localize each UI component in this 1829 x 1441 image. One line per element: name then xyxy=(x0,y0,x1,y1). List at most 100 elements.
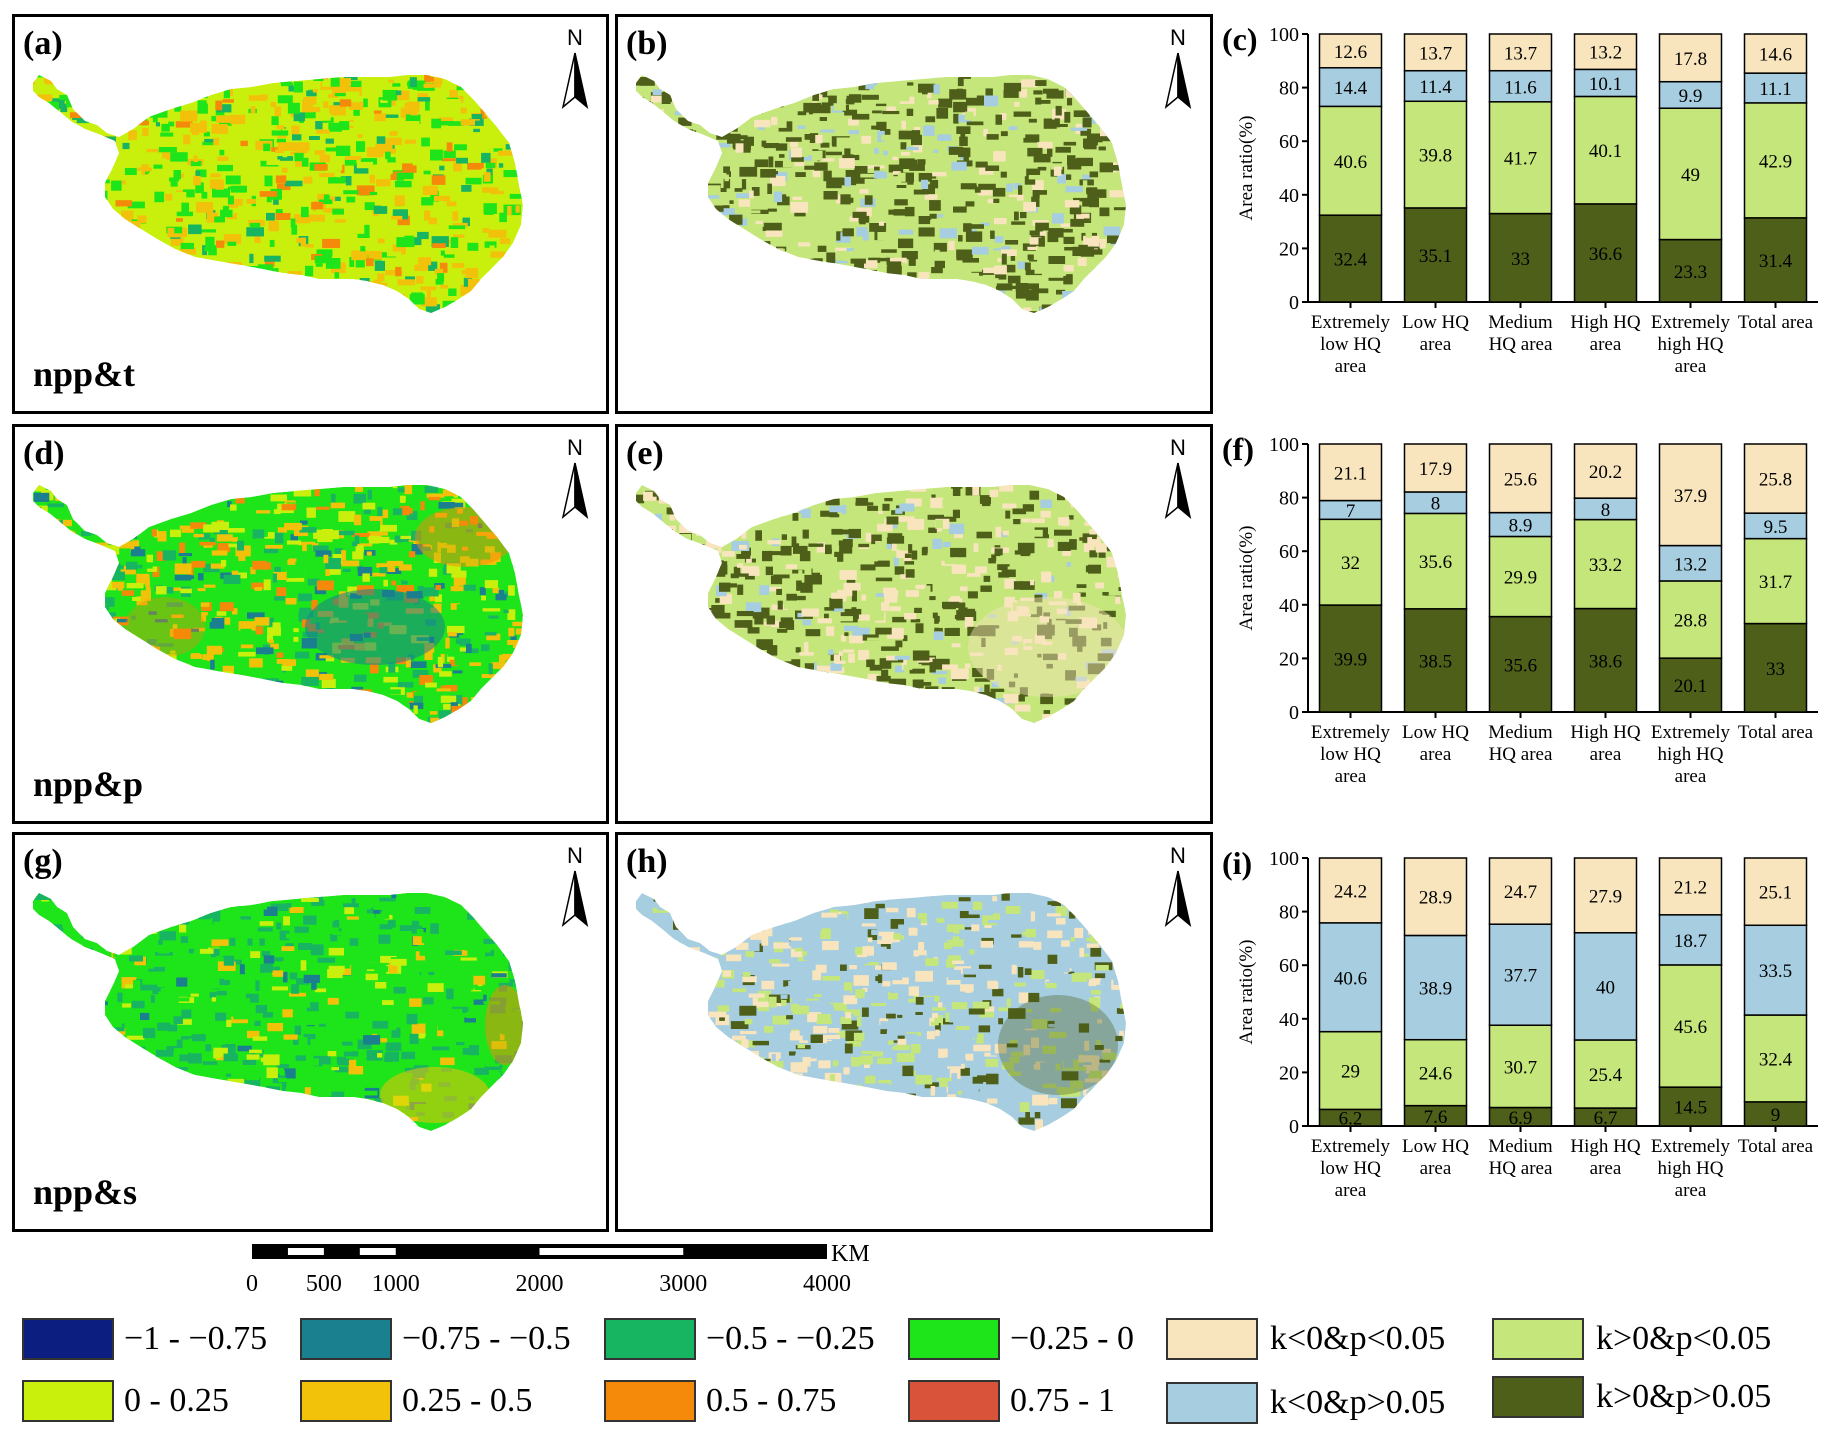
bar-segment xyxy=(1488,1024,1553,1109)
bar-segment xyxy=(1318,443,1383,502)
data-label: 33 xyxy=(1511,249,1530,270)
legend-label: 0 - 0.25 xyxy=(124,1382,229,1419)
x-tick-label: High HQ xyxy=(1570,1136,1640,1157)
bar-chart-f: (f) Area ratio(%) 0 20 40 60 80 100 39.9 32 7 21.1 E… xyxy=(1220,424,1829,834)
panel-label-d: (d) xyxy=(23,435,65,472)
bar-segment xyxy=(1743,102,1808,219)
north-arrow-icon: N xyxy=(1164,843,1192,927)
map-fill xyxy=(636,893,1126,1131)
legend-label: k<0&p>0.05 xyxy=(1270,1384,1446,1421)
data-label: 28.8 xyxy=(1674,611,1707,632)
x-tick-label: low HQ xyxy=(1320,1158,1381,1179)
x-tick-label: HQ area xyxy=(1489,1158,1553,1179)
bar-segment xyxy=(1318,1030,1383,1111)
x-tick-label: area xyxy=(1675,356,1707,377)
bar-segment xyxy=(1318,857,1383,924)
data-label: 6.2 xyxy=(1339,1109,1363,1130)
data-label: 49 xyxy=(1681,165,1700,186)
bar-segment xyxy=(1488,212,1553,303)
x-tick-label: Low HQ xyxy=(1402,1136,1469,1157)
data-label: 17.8 xyxy=(1674,49,1707,70)
bar-segment xyxy=(1658,1086,1723,1127)
x-tick-label: Medium xyxy=(1488,312,1553,333)
x-tick-label: HQ area xyxy=(1489,334,1553,355)
legend-swatch xyxy=(604,1380,696,1422)
data-label: 40.6 xyxy=(1334,968,1367,989)
legend: −1 - −0.75 −0.75 - −0.5 −0.5 - −0.25 −0.25 … xyxy=(0,1300,1829,1440)
bar-segment xyxy=(1403,33,1468,72)
data-label: 32.4 xyxy=(1334,250,1368,271)
data-label: 32.4 xyxy=(1759,1049,1793,1070)
panel-label-h: (h) xyxy=(626,843,668,880)
x-tick-label: Low HQ xyxy=(1402,722,1469,743)
scale-bar-segment xyxy=(287,1248,324,1255)
svg-text:N: N xyxy=(567,25,583,50)
scale-tick-label: 3000 xyxy=(659,1271,707,1297)
data-label: 13.7 xyxy=(1504,43,1537,64)
data-label: 38.9 xyxy=(1419,979,1452,1000)
data-label: 30.7 xyxy=(1504,1057,1537,1078)
bar-segment xyxy=(1318,518,1383,606)
bar-segment xyxy=(1318,214,1383,303)
x-tick-label: area xyxy=(1590,1158,1622,1179)
legend-swatch xyxy=(908,1380,1000,1422)
legend-label: k>0&p>0.05 xyxy=(1596,1378,1772,1415)
x-tick-label: Extremely xyxy=(1311,722,1391,743)
bar-segment xyxy=(1403,69,1468,103)
data-label: 21.1 xyxy=(1334,463,1367,484)
bar-segment xyxy=(1743,33,1808,74)
legend-label: k>0&p<0.05 xyxy=(1596,1320,1772,1357)
data-label: 31.4 xyxy=(1759,251,1793,272)
data-label: 8 xyxy=(1601,500,1611,521)
data-label: 12.6 xyxy=(1334,42,1367,63)
map-fill xyxy=(636,75,1126,313)
scale-tick-label: 4000 xyxy=(803,1271,851,1297)
north-arrow-icon: N xyxy=(1164,435,1192,519)
map-fill xyxy=(33,485,523,723)
bar-segment xyxy=(1658,33,1723,83)
bar-chart-i: (i) Area ratio(%) 0 20 40 60 80 100 6.2 29 40.6 24.… xyxy=(1220,838,1829,1248)
bar-segment xyxy=(1488,535,1553,618)
data-label: 27.9 xyxy=(1589,886,1622,907)
data-label: 25.4 xyxy=(1589,1065,1623,1086)
bar-segment xyxy=(1403,857,1468,937)
y-tick-label: 0 xyxy=(1289,292,1299,314)
bar-segment xyxy=(1658,544,1723,582)
data-label: 14.4 xyxy=(1334,78,1368,99)
panel-label-g: (g) xyxy=(23,843,63,880)
north-arrow-icon: N xyxy=(561,25,589,109)
north-arrow-icon: N xyxy=(1164,25,1192,109)
x-tick-label: area xyxy=(1590,744,1622,765)
y-tick-label: 20 xyxy=(1279,648,1299,670)
y-axis-label: Area ratio(%) xyxy=(1236,526,1257,631)
x-tick-label: Total area xyxy=(1738,1136,1814,1157)
data-label: 24.6 xyxy=(1419,1064,1452,1085)
bar-segment xyxy=(1573,68,1638,98)
y-tick-label: 80 xyxy=(1279,488,1299,510)
map-panel-e: N (e) xyxy=(615,424,1213,824)
bar-segment xyxy=(1318,604,1383,713)
legend-label: −0.75 - −0.5 xyxy=(402,1320,571,1357)
map-panel-d: N (d) npp&p xyxy=(12,424,609,824)
y-tick-label: 100 xyxy=(1269,24,1299,46)
legend-swatch xyxy=(1166,1318,1258,1360)
x-tick-label: high HQ xyxy=(1658,334,1724,355)
data-label: 17.9 xyxy=(1419,459,1452,480)
data-label: 13.7 xyxy=(1419,43,1452,64)
map-a: N xyxy=(33,25,589,313)
bar-segment xyxy=(1658,107,1723,241)
legend-label: 0.25 - 0.5 xyxy=(402,1382,533,1419)
data-label: 21.2 xyxy=(1674,877,1707,898)
panel-label-b: (b) xyxy=(626,25,668,62)
legend-swatch xyxy=(300,1380,392,1422)
x-tick-label: low HQ xyxy=(1320,744,1381,765)
bar-segment xyxy=(1743,622,1808,713)
svg-text:N: N xyxy=(1170,435,1186,460)
x-tick-label: Total area xyxy=(1738,722,1814,743)
data-label: 29.9 xyxy=(1504,568,1537,589)
x-tick-label: area xyxy=(1420,1158,1452,1179)
scale-tick-label: 2000 xyxy=(516,1271,564,1297)
variable-label-g: npp&s xyxy=(33,1172,138,1212)
x-tick-label: Extremely xyxy=(1651,1136,1731,1157)
scale-unit: KM xyxy=(831,1241,870,1267)
